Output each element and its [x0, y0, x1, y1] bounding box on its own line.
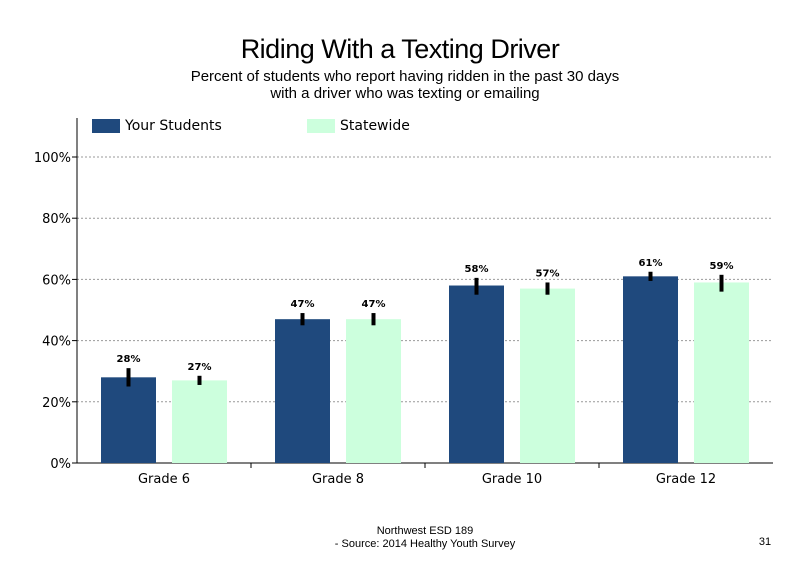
data-label-your-students: 47% — [291, 299, 315, 310]
legend-label-statewide: Statewide — [340, 118, 410, 134]
bar-statewide — [520, 288, 575, 463]
footer: Northwest ESD 189 - Source: 2014 Healthy… — [300, 525, 550, 551]
y-tick-label: 20% — [42, 396, 71, 411]
data-label-statewide: 47% — [362, 299, 386, 310]
data-label-your-students: 58% — [465, 264, 489, 275]
x-tick-label: Grade 6 — [138, 472, 190, 487]
y-tick-label: 40% — [42, 335, 71, 350]
bar-statewide — [694, 282, 749, 463]
chart-subtitle: Percent of students who report having ri… — [190, 68, 620, 102]
bar-your-students — [275, 319, 330, 463]
page-number: 31 — [758, 536, 772, 548]
data-label-statewide: 27% — [188, 362, 212, 373]
chart-title: Riding With a Texting Driver — [240, 34, 560, 64]
y-tick-label: 0% — [50, 457, 71, 472]
legend-swatch-statewide — [307, 119, 335, 133]
legend-label-your-students: Your Students — [125, 118, 222, 134]
data-label-your-students: 28% — [117, 354, 141, 365]
bar-your-students — [623, 276, 678, 463]
x-tick-label: Grade 12 — [656, 472, 716, 487]
bar-your-students — [101, 377, 156, 463]
footer-source: - Source: 2014 Healthy Youth Survey — [334, 538, 516, 550]
data-label-statewide: 59% — [710, 261, 734, 272]
bar-your-students — [449, 285, 504, 463]
legend-swatch-your-students — [92, 119, 120, 133]
bar-statewide — [346, 319, 401, 463]
x-tick-label: Grade 8 — [312, 472, 364, 487]
x-tick-label: Grade 10 — [482, 472, 542, 487]
bar-statewide — [172, 380, 227, 463]
footer-org: Northwest ESD 189 — [376, 525, 474, 537]
y-tick-label: 80% — [42, 212, 71, 227]
data-label-statewide: 57% — [536, 268, 560, 279]
y-tick-label: 60% — [42, 273, 71, 288]
data-label-your-students: 61% — [639, 258, 663, 269]
y-tick-label: 100% — [34, 151, 71, 166]
